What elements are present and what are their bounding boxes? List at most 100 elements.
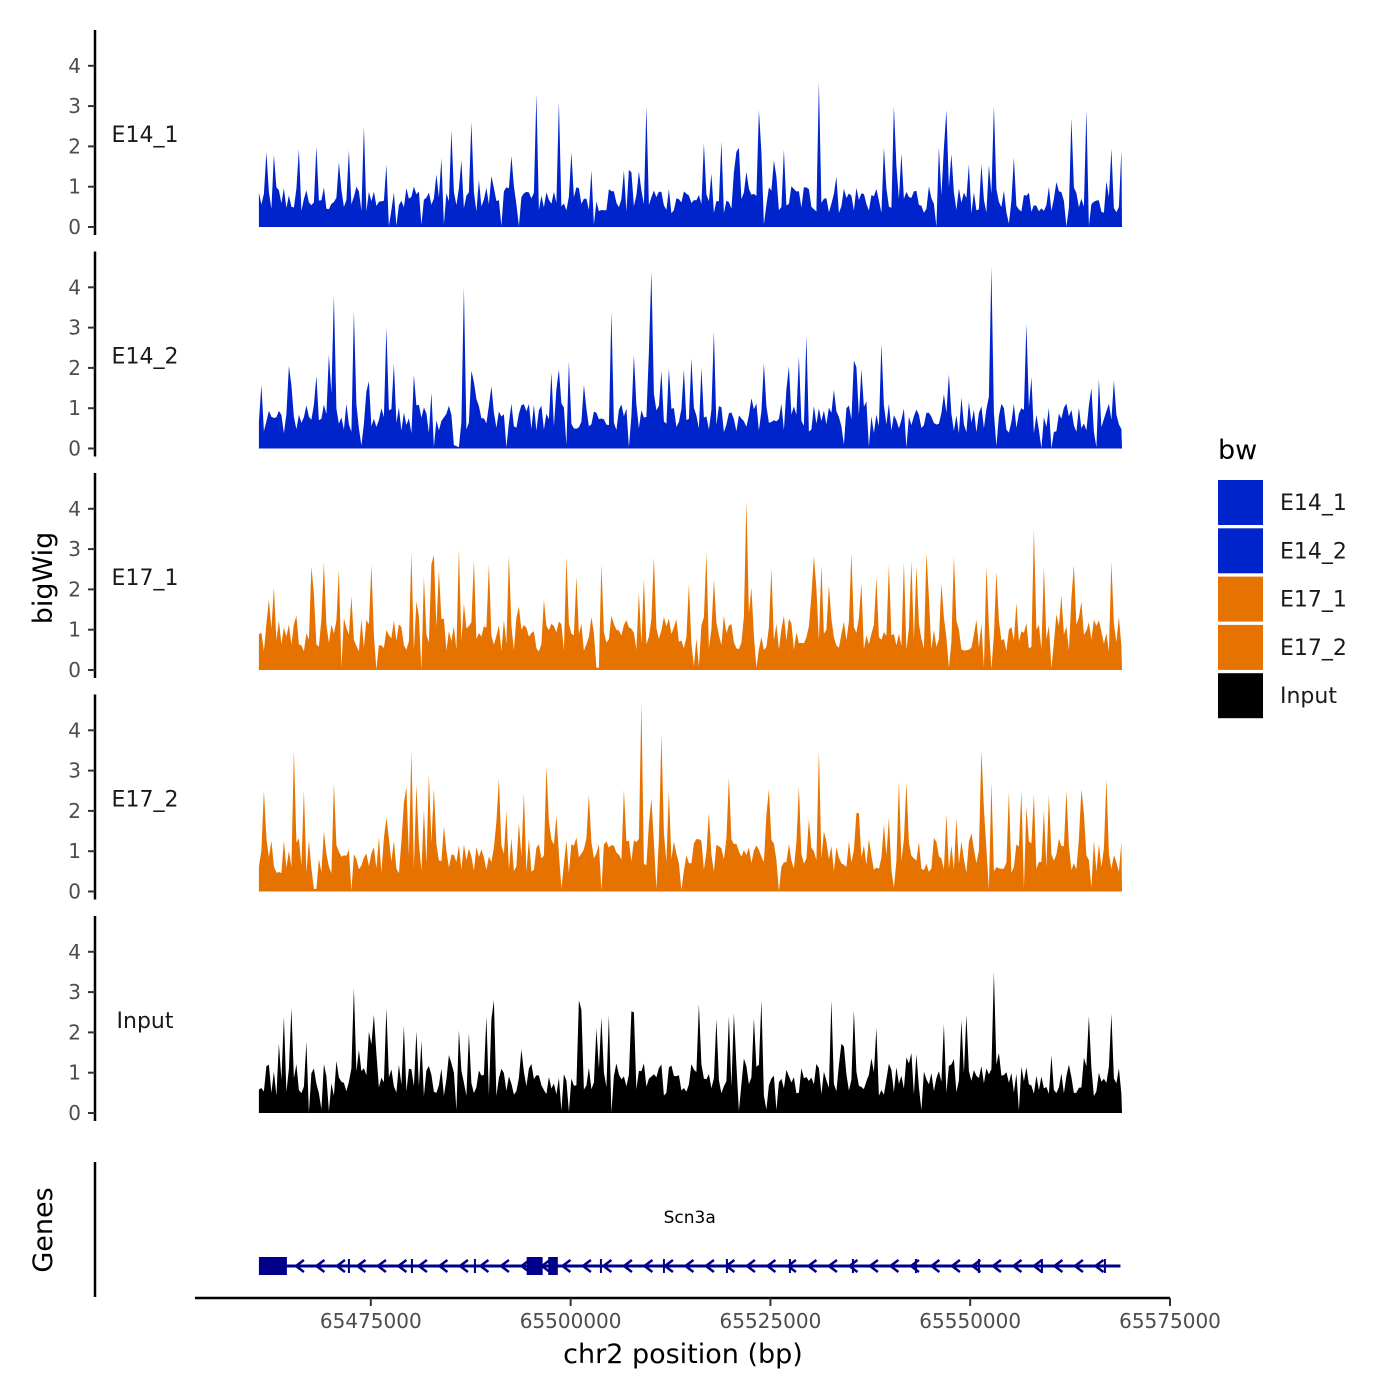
gene-track: Scn3a (93, 1162, 1121, 1297)
strand-arrow (765, 1259, 777, 1273)
strand-arrow (375, 1259, 387, 1273)
strand-arrow (437, 1259, 449, 1273)
y-tick-label: 2 (68, 1020, 81, 1044)
strand-arrow (1052, 1259, 1064, 1273)
y-tick-label: 4 (68, 718, 81, 742)
legend-swatch (1218, 480, 1263, 525)
legend-swatch (1218, 528, 1263, 574)
legend-item: E14_1 (1218, 480, 1347, 525)
y-tick-label: 0 (68, 658, 81, 682)
y-axis-title: bigWig (28, 532, 59, 625)
signal-area (258, 500, 1122, 670)
y-tick-label: 3 (68, 537, 81, 561)
legend-item: E14_2 (1218, 528, 1347, 574)
strand-arrow (293, 1259, 305, 1273)
y-tick-label: 1 (68, 618, 81, 642)
track-e17-1: 0 1 2 3 4 E17_1 (68, 473, 1122, 682)
genes-axis-title: Genes (28, 1187, 59, 1272)
y-tick-label: 3 (68, 980, 81, 1004)
signal-area (258, 267, 1122, 449)
strand-arrow (683, 1259, 695, 1273)
strand-arrow (929, 1259, 941, 1273)
y-tick-label: 4 (68, 275, 81, 299)
strand-arrow (601, 1259, 613, 1273)
strand-arrow (888, 1259, 900, 1273)
strand-arrow (355, 1259, 367, 1273)
y-tick-label: 0 (68, 215, 81, 239)
strand-arrow (826, 1259, 838, 1273)
y-tick-label: 2 (68, 577, 81, 601)
track-label: E17_2 (112, 788, 179, 813)
y-tick-label: 1 (68, 175, 81, 199)
legend-label: E17_1 (1280, 588, 1347, 613)
strand-arrow (1011, 1259, 1023, 1273)
track-label: E14_1 (112, 123, 179, 148)
strand-arrow (498, 1259, 510, 1273)
strand-arrow (539, 1259, 551, 1273)
x-tick-label: 65575000 (1119, 1309, 1221, 1333)
legend-label: E17_2 (1280, 636, 1347, 661)
track-e17-2: 0 1 2 3 4 E17_2 (68, 694, 1122, 904)
gene-exon (548, 1257, 558, 1275)
strand-arrow (744, 1259, 756, 1273)
track-label: E14_2 (112, 345, 179, 370)
signal-area (258, 972, 1122, 1113)
legend-label: E14_1 (1280, 491, 1347, 516)
strand-arrow (990, 1259, 1002, 1273)
signal-area (258, 81, 1122, 228)
x-axis-title: chr2 position (bp) (563, 1339, 803, 1370)
strand-arrow (867, 1259, 879, 1273)
strand-arrow (314, 1259, 326, 1273)
legend-item: Input (1218, 673, 1337, 719)
strand-arrow (334, 1259, 346, 1273)
strand-arrow (396, 1259, 408, 1273)
strand-arrow (1093, 1259, 1105, 1273)
legend: bw E14_1 E14_2 E17_1 E17_2 Input (1218, 435, 1347, 719)
y-tick-label: 3 (68, 759, 81, 783)
y-tick-label: 0 (68, 437, 81, 461)
strand-arrow (457, 1259, 469, 1273)
x-tick-label: 65550000 (919, 1309, 1021, 1333)
strand-arrow (1031, 1259, 1043, 1273)
legend-item: E17_2 (1218, 624, 1347, 670)
strand-arrow (806, 1259, 818, 1273)
y-tick-label: 3 (68, 94, 81, 118)
y-tick-label: 4 (68, 497, 81, 521)
legend-title: bw (1218, 435, 1257, 466)
y-tick-label: 4 (68, 940, 81, 964)
strand-arrow (560, 1259, 572, 1273)
x-axis: 65475000 65500000 65525000 65550000 65575000 (195, 1296, 1221, 1333)
track-label: E17_1 (112, 566, 179, 591)
strand-arrow (1072, 1259, 1084, 1273)
y-tick-label: 4 (68, 54, 81, 78)
x-tick-label: 65500000 (520, 1309, 622, 1333)
strand-arrow (580, 1259, 592, 1273)
track-input: 0 1 2 3 4 Input (68, 916, 1122, 1125)
y-tick-label: 1 (68, 396, 81, 420)
strand-arrow (970, 1259, 982, 1273)
y-tick-label: 2 (68, 134, 81, 158)
strand-arrow (478, 1259, 490, 1273)
legend-label: E14_2 (1280, 539, 1347, 564)
bigwig-tracks: 0 1 2 3 4 E14_1 0 1 2 3 4 E14_2 0 1 2 3 4 E17_1 0 1 2 3 4 E17_2… (68, 30, 1122, 1125)
strand-arrow (621, 1259, 633, 1273)
track-label: Input (117, 1009, 174, 1034)
strand-arrow (785, 1259, 797, 1273)
gene-exon (258, 1257, 287, 1275)
y-tick-label: 3 (68, 316, 81, 340)
x-tick-label: 65475000 (320, 1309, 422, 1333)
legend-swatch (1218, 624, 1263, 670)
y-tick-label: 0 (68, 880, 81, 904)
y-tick-label: 2 (68, 799, 81, 823)
y-tick-label: 0 (68, 1101, 81, 1125)
signal-area (258, 702, 1122, 892)
legend-swatch (1218, 576, 1263, 622)
legend-swatch (1218, 673, 1263, 719)
gene-label-scn3a: Scn3a (664, 1208, 716, 1228)
strand-arrow (949, 1259, 961, 1273)
strand-arrow (416, 1259, 428, 1273)
strand-arrow (519, 1259, 531, 1273)
y-tick-label: 1 (68, 839, 81, 863)
track-e14-2: 0 1 2 3 4 E14_2 (68, 251, 1122, 461)
y-tick-label: 2 (68, 356, 81, 380)
